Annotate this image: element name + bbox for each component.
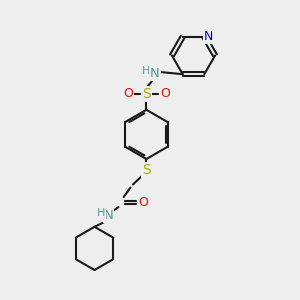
Text: N: N: [150, 67, 160, 80]
Text: H: H: [97, 208, 105, 218]
Text: O: O: [139, 196, 148, 209]
Text: N: N: [204, 30, 214, 43]
Text: H: H: [142, 66, 151, 76]
Text: N: N: [103, 209, 113, 222]
Text: O: O: [160, 87, 170, 100]
Text: S: S: [142, 164, 151, 177]
Text: O: O: [123, 87, 133, 100]
Text: S: S: [142, 87, 151, 100]
